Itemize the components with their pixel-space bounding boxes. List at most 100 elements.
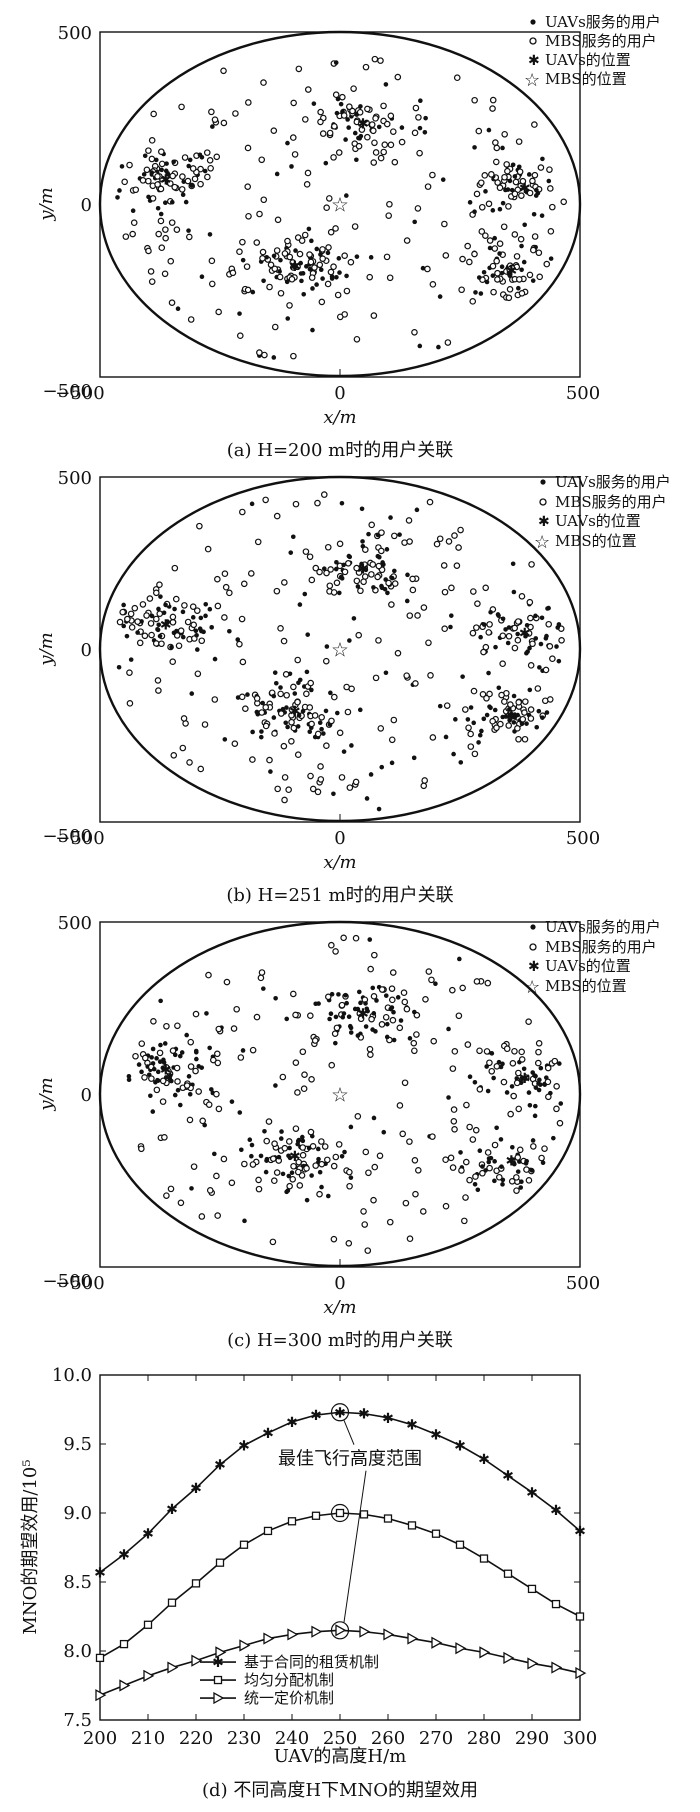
uav-served-user-point xyxy=(497,251,502,256)
mbs-served-user-point xyxy=(299,1144,307,1151)
uav-served-user-point xyxy=(341,562,346,568)
mbs-served-user-point xyxy=(382,1013,390,1021)
mbs-served-user-point xyxy=(288,275,296,283)
uav-served-user-point xyxy=(379,585,385,591)
uav-served-user-point xyxy=(207,232,213,237)
mbs-served-user-point xyxy=(355,142,363,150)
uav-served-user-point xyxy=(318,267,324,273)
series-point xyxy=(119,1679,131,1692)
mbs-served-user-point xyxy=(191,175,199,183)
mbs-served-user-point xyxy=(441,220,448,228)
uav-served-user-point xyxy=(519,1179,524,1185)
uav-served-user-point xyxy=(554,644,559,649)
mbs-served-user-point xyxy=(145,177,152,185)
uav-served-user-point xyxy=(278,257,283,263)
mbs-served-user-point xyxy=(167,180,174,187)
mbs-served-user-point xyxy=(334,291,342,299)
mbs-served-user-point xyxy=(168,219,176,226)
uav-served-user-point xyxy=(453,717,458,722)
uav-served-user-point xyxy=(345,117,350,122)
uav-served-user-point xyxy=(493,644,498,650)
mbs-served-user-point xyxy=(163,1192,170,1199)
panel-caption: (b) H=251 m时的用户关联 xyxy=(226,885,453,906)
mbs-served-user-point xyxy=(537,164,545,171)
mbs-served-user-point xyxy=(493,257,500,265)
uav-served-user-point xyxy=(503,627,508,632)
uav-served-user-point xyxy=(524,721,529,726)
mbs-served-user-point xyxy=(355,631,363,639)
uav-served-user-point xyxy=(199,1065,205,1070)
uav-served-user-point xyxy=(310,327,315,333)
mbs-served-user-point xyxy=(386,274,394,282)
uav-served-user-point xyxy=(339,500,345,506)
mbs-served-user-point xyxy=(240,580,248,588)
mbs-served-user-point xyxy=(354,1113,362,1120)
uav-served-user-point xyxy=(278,685,283,690)
mbs-served-user-point xyxy=(197,165,204,173)
mbs-served-user-point xyxy=(232,110,239,117)
uav-served-user-point xyxy=(487,245,493,251)
uav-served-user-point xyxy=(290,534,296,540)
mbs-served-user-point xyxy=(126,161,133,169)
mbs-served-user-point xyxy=(284,237,291,245)
mbs-served-user-point xyxy=(489,262,497,270)
mbs-served-user-point xyxy=(515,699,522,706)
uav-position-marker: ✱ xyxy=(357,116,369,132)
mbs-served-user-point xyxy=(508,1178,516,1185)
uav-served-user-point xyxy=(437,294,443,299)
mbs-served-user-point xyxy=(495,1173,503,1181)
uav-position-marker: ✱ xyxy=(160,173,172,189)
uav-served-user-point xyxy=(468,705,474,710)
uav-served-user-point xyxy=(385,1021,390,1027)
legend-label: 基于合同的租赁机制 xyxy=(244,1653,379,1671)
uav-served-user-point xyxy=(300,1134,305,1140)
uav-served-user-point xyxy=(500,616,506,622)
mbs-served-user-point xyxy=(496,184,504,192)
uav-served-user-point xyxy=(288,550,294,555)
mbs-served-user-point xyxy=(263,1137,271,1145)
mbs-served-user-point xyxy=(353,564,360,572)
uav-served-user-point xyxy=(392,568,397,574)
uav-served-user-point xyxy=(306,1145,312,1151)
mbs-served-user-point xyxy=(148,631,155,639)
mbs-served-user-point xyxy=(205,971,212,979)
mbs-served-user-point xyxy=(479,1169,486,1177)
highlight-circle xyxy=(330,1503,350,1523)
uav-served-user-point xyxy=(488,705,493,711)
uav-served-user-point xyxy=(533,1103,538,1109)
uav-served-user-point xyxy=(259,729,264,734)
mbs-served-user-point xyxy=(223,978,231,986)
mbs-served-user-point xyxy=(388,601,395,608)
uav-served-user-point xyxy=(354,254,360,259)
uav-served-user-point xyxy=(284,279,290,285)
mbs-served-user-point xyxy=(375,562,383,570)
mbs-served-user-point xyxy=(346,103,353,111)
uav-served-user-point xyxy=(355,584,361,589)
mbs-served-user-point xyxy=(136,639,144,647)
mbs-served-user-point xyxy=(304,86,312,93)
x-tick-left: −500 xyxy=(55,1273,104,1294)
mbs-served-user-point xyxy=(314,499,321,507)
mbs-served-user-point xyxy=(249,1046,257,1054)
series-point xyxy=(503,1569,513,1578)
mbs-served-user-point xyxy=(500,1078,508,1086)
y-tick-label: 7.5 xyxy=(63,1710,92,1731)
uav-served-user-point xyxy=(364,1006,370,1012)
mbs-served-user-point xyxy=(210,1056,217,1064)
mbs-served-user-point xyxy=(156,581,163,589)
uav-served-user-point xyxy=(334,110,340,116)
mbs-served-user-point xyxy=(325,993,332,1001)
uav-served-user-point xyxy=(341,1011,347,1016)
mbs-served-user-point xyxy=(261,351,268,359)
uav-served-user-point xyxy=(527,1102,533,1108)
mbs-served-user-point xyxy=(403,1005,411,1013)
mbs-served-user-point xyxy=(412,680,419,687)
uav-served-user-point xyxy=(342,1149,347,1155)
legend-marker-mbs-user xyxy=(529,943,537,951)
mbs-served-user-point xyxy=(546,696,554,703)
mbs-served-user-point xyxy=(353,577,361,585)
mbs-served-user-point xyxy=(307,772,314,780)
legend-label-uav-user: UAVs服务的用户 xyxy=(545,918,661,936)
uav-served-user-point xyxy=(546,178,552,184)
mbs-served-user-point xyxy=(372,115,379,122)
